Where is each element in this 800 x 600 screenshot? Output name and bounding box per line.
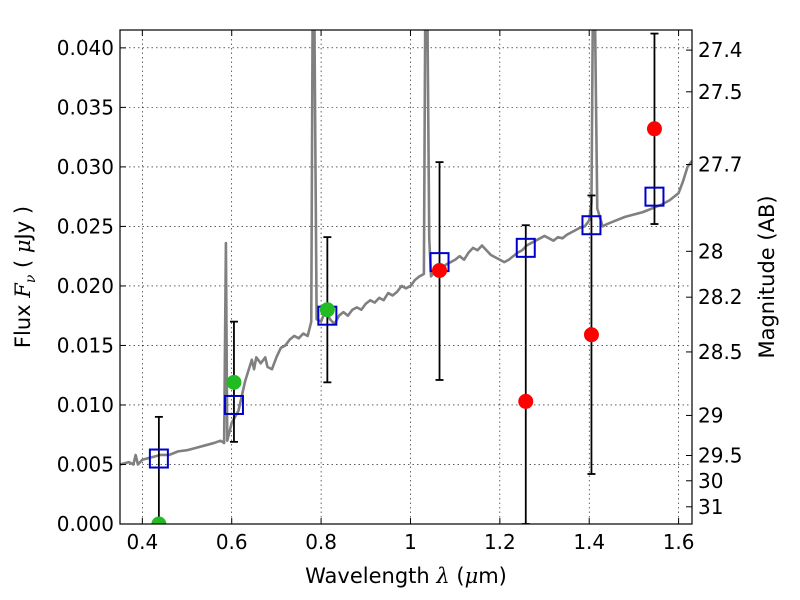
mag-tick-label: 29.5 (698, 444, 743, 468)
x-tick-label: 1 (404, 530, 417, 554)
x-tick-label: 0.8 (305, 530, 337, 554)
plot-frame (119, 29, 693, 525)
y-tick-label: 0.000 (57, 512, 114, 536)
x-tick-label: 1.6 (663, 530, 695, 554)
observed-flux-point (518, 393, 534, 409)
y-tick-label: 0.010 (57, 393, 114, 417)
observed-flux-point (226, 374, 242, 390)
y-tick-label: 0.025 (57, 214, 114, 238)
mag-tick-label: 28.5 (698, 340, 743, 364)
model-flux-square (223, 394, 244, 415)
mag-tick-label: 31 (698, 495, 723, 519)
y-tick-label: 0.035 (57, 95, 114, 119)
observed-flux-point (432, 262, 448, 278)
x-axis-label: Wavelength λ (μm) (305, 564, 507, 588)
observed-flux-point (319, 302, 335, 318)
mag-tick-label: 27.7 (698, 153, 743, 177)
observed-flux-point (151, 516, 167, 524)
y-tick-label: 0.015 (57, 333, 114, 357)
error-bar (521, 224, 530, 524)
mag-tick-label: 28.2 (698, 285, 743, 309)
mag-tick-label: 28 (698, 239, 723, 263)
y-tick-label: 0.040 (57, 36, 114, 60)
x-tick-label: 1.2 (484, 530, 516, 554)
mag-tick-label: 30 (698, 469, 723, 493)
mag-tick-label: 27.4 (698, 38, 743, 62)
secondary-y-axis-label: Magnitude (AB) (755, 195, 779, 358)
x-tick-label: 1.4 (573, 530, 605, 554)
model-flux-square (515, 237, 536, 258)
y-axis-label: Flux Fν ( μJy ) (11, 206, 39, 348)
y-tick-label: 0.020 (57, 274, 114, 298)
observed-flux-point (646, 121, 662, 137)
y-tick-label: 0.030 (57, 155, 114, 179)
axis-ticks: 0.4 0.6 0.8 1 1.2 1.4 1.6 0.000 0.005 0.010 0.015 0… (57, 30, 743, 554)
model-flux-square (581, 215, 602, 236)
mag-tick-label: 27.5 (698, 80, 743, 104)
plot-area (120, 30, 692, 524)
x-tick-label: 0.6 (216, 530, 248, 554)
grid-lines (120, 30, 692, 525)
mag-tick-label: 29 (698, 403, 723, 427)
x-tick-label: 0.4 (126, 530, 158, 554)
observed-flux-point (583, 327, 599, 343)
y-tick-label: 0.005 (57, 452, 114, 476)
model-flux-square (148, 448, 169, 469)
error-bar (154, 415, 163, 524)
model-flux-square (644, 186, 665, 207)
spectrum-line (120, 30, 692, 466)
